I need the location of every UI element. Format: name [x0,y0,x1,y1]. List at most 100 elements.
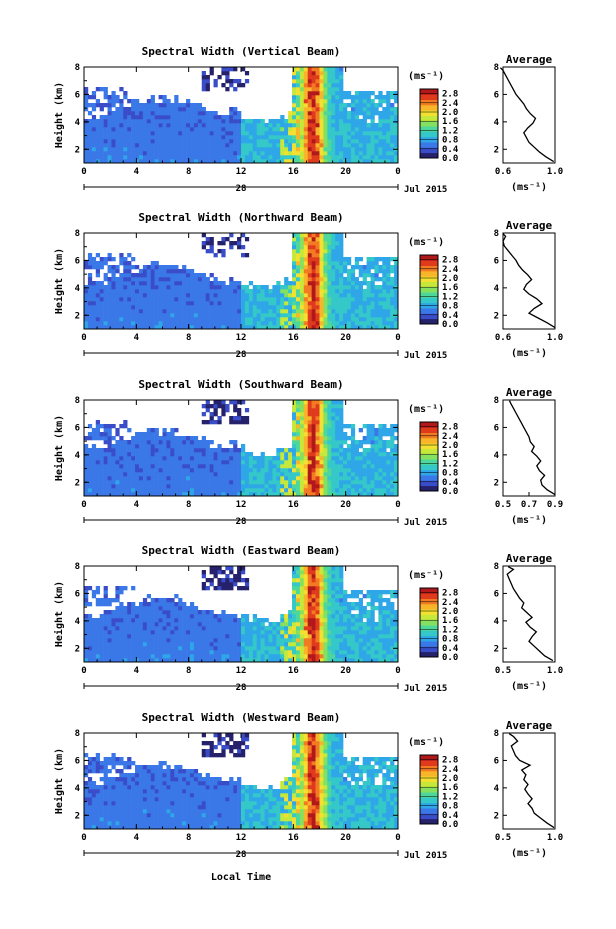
heatmap-cell [162,143,167,148]
heatmap-cell [386,460,391,465]
heatmap-cell [205,289,210,294]
heatmap-cell [131,476,136,481]
heatmap-cell [142,123,148,128]
heatmap-cell [335,416,340,421]
heatmap-cell [154,261,159,266]
heatmap-cell [154,139,159,144]
heatmap-cell [292,424,297,429]
heatmap-cell [201,321,206,326]
heatmap-cell [95,456,100,461]
heatmap-cell [237,289,242,294]
heatmap-cell [362,456,367,461]
y-tick-label: 4 [75,451,81,461]
heatmap-cell [115,472,120,477]
heatmap-cell [315,297,320,302]
heatmap-cell [158,436,163,441]
heatmap-cell [241,309,246,314]
heatmap-cell [127,147,132,152]
heatmap-cell [390,297,395,302]
heatmap-cell [201,480,206,485]
colorbar-tick-label: 1.6 [442,450,458,460]
heatmap-cell [299,103,305,108]
heatmap-cell [146,127,152,132]
heatmap-cell [138,476,144,481]
heatmap-cell [374,484,379,489]
heatmap-cell [201,289,206,294]
heatmap-cell [162,305,167,310]
heatmap-cell [331,472,336,477]
heatmap-cell [217,570,222,575]
heatmap-cell [221,313,226,318]
heatmap-cell [303,317,309,322]
heatmap-cell [201,412,206,417]
heatmap-cell [358,285,363,290]
heatmap-cell [299,277,305,282]
heatmap-cell [162,468,167,473]
heatmap-cell [327,99,332,104]
heatmap-cell [209,464,214,469]
heatmap-cell [205,488,210,493]
heatmap-cell [237,135,242,140]
heatmap-cell [241,492,246,497]
heatmap-cell [366,321,371,326]
heatmap-cell [142,325,148,330]
heatmap-cell [327,325,332,330]
heatmap-cell [225,301,230,306]
heatmap-cell [138,159,144,164]
heatmap-cell [295,265,301,270]
heatmap-cell [390,95,395,100]
heatmap-cell [303,71,309,76]
heatmap-cell [264,305,269,310]
heatmap-cell [103,626,108,631]
heatmap-cell [335,245,340,250]
heatmap-cell [91,155,97,160]
heatmap-cell [186,159,191,164]
heatmap-cell [213,309,218,314]
heatmap-cell [193,480,199,485]
heatmap-cell [123,420,128,425]
heatmap-cell [299,245,305,250]
heatmap-cell [311,273,316,278]
heatmap-cell [119,135,124,140]
heatmap-cell [221,626,226,631]
heatmap-cell [358,460,363,465]
heatmap-cell [119,476,124,481]
heatmap-cell [229,440,234,445]
heatmap-cell [268,317,273,322]
heatmap-cell [221,159,226,164]
heatmap-cell [178,305,183,310]
heatmap-cell [382,95,387,100]
heatmap-cell [331,400,336,405]
heatmap-cell [358,151,363,156]
heatmap-cell [331,404,336,409]
heatmap-cell [154,626,159,631]
heatmap-cell [295,297,301,302]
heatmap-cell [307,408,312,413]
heatmap-cell [87,309,93,314]
heatmap-cell [233,480,238,485]
heatmap-cell [95,321,100,326]
heatmap-cell [213,448,218,453]
heatmap-cell [256,480,261,485]
heatmap-cell [182,468,187,473]
colorbar-tick-label: 0.8 [442,469,458,479]
heatmap-cell [350,297,356,302]
heatmap-cell [370,103,375,108]
heatmap-cell [84,325,89,330]
heatmap-cell [390,436,395,441]
heatmap-cell [142,281,148,286]
heatmap-cell [146,488,152,493]
heatmap-cell [370,460,375,465]
heatmap-cell [280,289,285,294]
heatmap-cell [127,155,132,160]
heatmap-cell [335,79,340,84]
heatmap-cell [288,321,293,326]
heatmap-cell [295,71,301,76]
heatmap-cell [111,103,116,108]
heatmap-cell [170,297,175,302]
heatmap-cell [307,265,312,270]
heatmap-cell [319,241,324,246]
heatmap-cell [241,123,246,128]
heatmap-cell [362,265,367,270]
heatmap-cell [135,285,140,290]
